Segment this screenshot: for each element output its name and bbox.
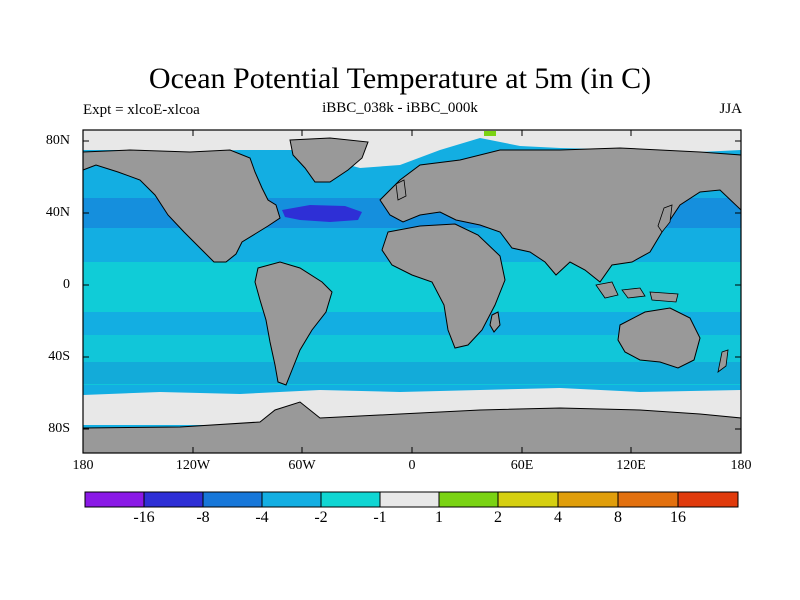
lon-label-180w: 180 (72, 458, 94, 473)
north-america (82, 149, 281, 263)
madagascar (489, 311, 501, 333)
africa (381, 223, 506, 349)
anomaly-arctic-green (484, 131, 496, 136)
colorbar-bin-3 (261, 491, 322, 508)
australia (617, 307, 701, 369)
eurasia (379, 147, 742, 283)
colorbar-label: 16 (670, 509, 686, 526)
colorbar-label: -8 (196, 509, 210, 526)
colorbar-bin-5 (379, 491, 440, 508)
lon-label-60e: 60E (510, 458, 534, 473)
experiment-label: Expt = xlcoE-xlcoa (83, 102, 200, 118)
map-panel (82, 129, 742, 454)
lat-label-80s: 80S (48, 421, 70, 436)
colorbar-bin-2 (202, 491, 263, 508)
colorbar-label: -16 (133, 509, 155, 526)
arctic-ice (83, 130, 741, 168)
colorbar-bin-10 (677, 491, 739, 508)
lat-label-40n: 40N (45, 205, 70, 220)
colorbar-label: 8 (614, 509, 622, 526)
lat-label-0: 0 (63, 277, 70, 292)
colorbar-bin-7 (497, 491, 559, 508)
colorbar-label: 1 (435, 509, 443, 526)
new-zealand (717, 349, 729, 373)
japan (657, 204, 673, 233)
colorbar-label: -4 (255, 509, 269, 526)
lon-label-180e: 180 (730, 458, 752, 473)
colorbar-bin-8 (557, 491, 619, 508)
season-label: JJA (719, 101, 742, 117)
colorbar (84, 491, 739, 508)
colorbar-label: 2 (494, 509, 502, 526)
lat-label-40s: 40S (48, 349, 70, 364)
greenland (289, 137, 369, 183)
lon-ticks (82, 130, 742, 453)
colorbar-label: -2 (314, 509, 328, 526)
south-america (254, 261, 333, 386)
lon-label-0: 0 (408, 458, 416, 473)
british-isles (395, 179, 407, 201)
lon-label-120e: 120E (616, 458, 646, 473)
colorbar-bin-9 (617, 491, 679, 508)
comparison-label: iBBC_038k - iBBC_000k (322, 100, 478, 116)
ocean-band-dark-south (83, 362, 741, 384)
lat-label-80n: 80N (45, 133, 70, 148)
anomaly-north-atlantic (282, 205, 362, 222)
lat-ticks (83, 140, 741, 430)
maritime-continent (595, 281, 679, 303)
lon-label-60w: 60W (288, 458, 316, 473)
colorbar-bin-6 (438, 491, 499, 508)
colorbar-bin-1 (143, 491, 204, 508)
colorbar-label: -1 (373, 509, 387, 526)
colorbar-bin-0 (84, 491, 145, 508)
colorbar-bin-4 (320, 491, 381, 508)
map-title: Ocean Potential Temperature at 5m (in C) (148, 62, 652, 95)
colorbar-label: 4 (554, 509, 562, 526)
lon-label-120w: 120W (175, 458, 211, 473)
